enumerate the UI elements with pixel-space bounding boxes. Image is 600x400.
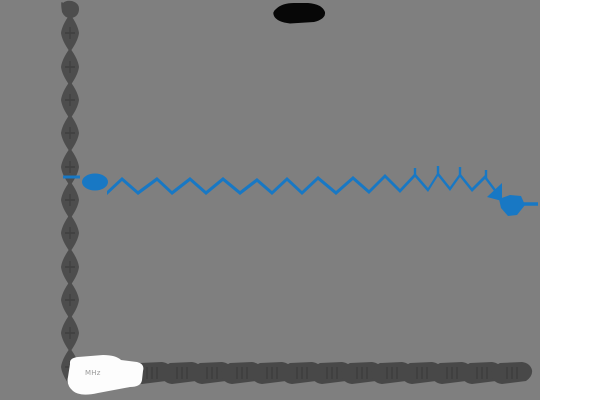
- trace-peak-spike: [484, 170, 488, 179]
- tick-mark: [65, 227, 75, 239]
- trace-peak-spike: [413, 168, 417, 177]
- tick-mark: [416, 367, 428, 379]
- tick-mark: [476, 367, 488, 379]
- tick-mark: [65, 261, 75, 273]
- tick-mark: [326, 367, 338, 379]
- trace-head-blob: [82, 173, 108, 191]
- trace-peak-spike: [436, 166, 440, 175]
- tick-mark: [296, 367, 308, 379]
- series-blue-trace: [63, 166, 538, 216]
- tick-mark: [146, 367, 158, 379]
- trace-end-triangle: [487, 183, 502, 201]
- tick-mark: [65, 127, 75, 139]
- tick-mark: [356, 367, 368, 379]
- trace-peak-spike: [458, 167, 462, 176]
- trace-sawtooth-body: [107, 172, 500, 199]
- trace-end-blob: [499, 195, 525, 216]
- plot-area[interactable]: [0, 0, 540, 400]
- tooltip-unit-label: MHz: [85, 369, 101, 377]
- tick-mark: [176, 367, 188, 379]
- tick-mark: [446, 367, 458, 379]
- tick-mark: [206, 367, 218, 379]
- tick-mark: [266, 367, 278, 379]
- y-axis-tick-labels: [61, 0, 79, 386]
- y-axis-tick-blob: [61, 0, 79, 19]
- tick-mark: [65, 294, 75, 306]
- tooltip-bubble: [67, 355, 144, 395]
- tick-mark: [65, 327, 75, 339]
- tick-mark: [65, 27, 75, 39]
- tick-mark: [236, 367, 248, 379]
- tick-mark: [65, 161, 75, 173]
- tick-mark: [506, 367, 518, 379]
- unit-tooltip: MHz: [67, 355, 144, 395]
- x-axis-tick-labels: [101, 362, 533, 384]
- tick-mark: [65, 94, 75, 106]
- tick-mark: [386, 367, 398, 379]
- tick-mark: [65, 194, 75, 206]
- title-blob: [273, 3, 326, 24]
- tick-mark: [65, 61, 75, 73]
